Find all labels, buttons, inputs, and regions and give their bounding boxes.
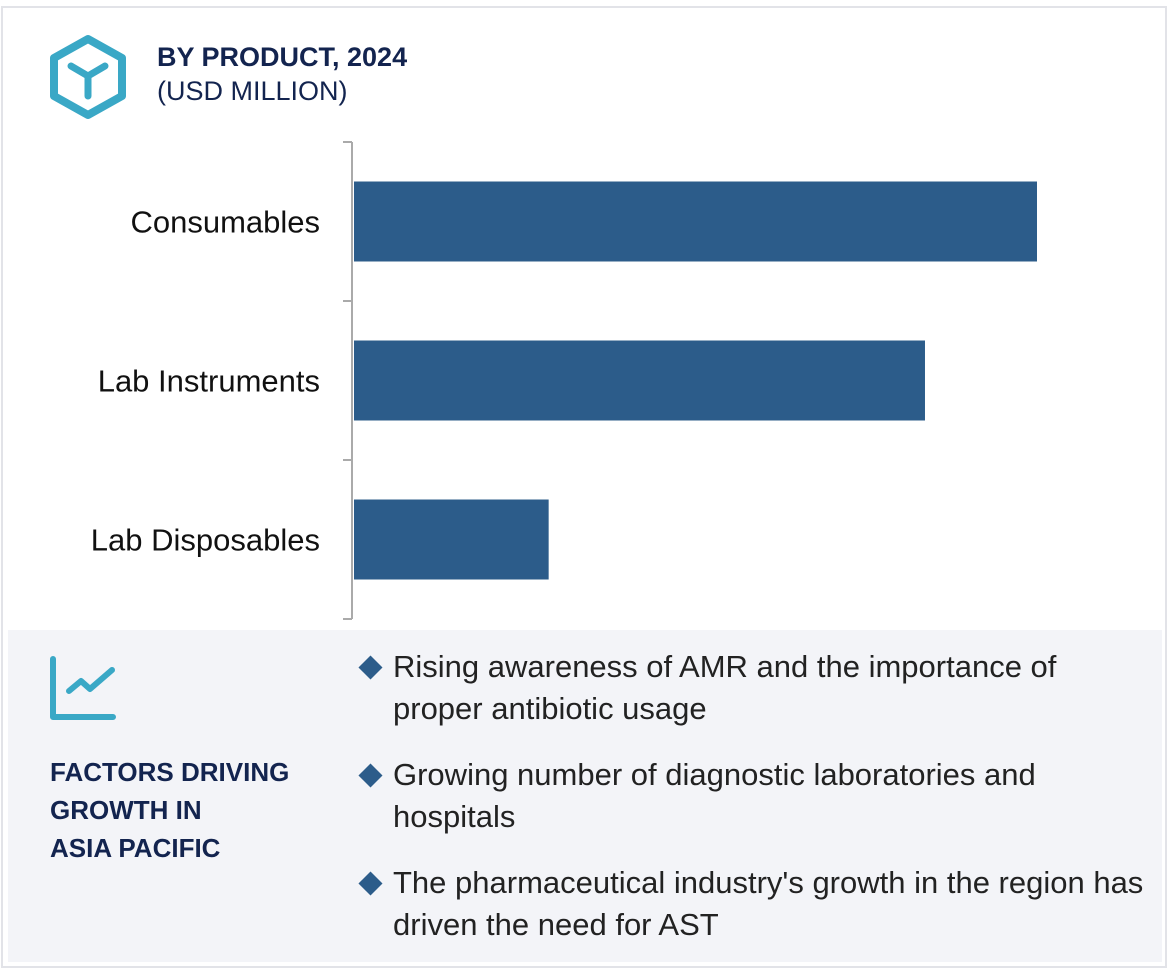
- factors-list: Rising awareness of AMR and the importan…: [358, 646, 1148, 970]
- cube-icon: [50, 35, 126, 119]
- factors-heading-line: FACTORS DRIVING: [50, 757, 290, 787]
- category-label: Lab Instruments: [98, 364, 320, 399]
- factors-panel: [8, 630, 1162, 962]
- factor-text: The pharmaceutical industry's growth in …: [393, 865, 1144, 942]
- factors-heading-line: ASIA PACIFIC: [50, 833, 221, 863]
- factor-item: Rising awareness of AMR and the importan…: [358, 646, 1148, 730]
- category-label: Lab Disposables: [91, 523, 320, 558]
- factor-text: Rising awareness of AMR and the importan…: [393, 649, 1057, 726]
- trend-chart-icon: [50, 656, 116, 720]
- bar: [354, 499, 549, 580]
- factors-heading-line: GROWTH IN: [50, 795, 202, 825]
- chart-title: BY PRODUCT, 2024: [157, 42, 408, 72]
- factor-item: Growing number of diagnostic laboratorie…: [358, 754, 1148, 838]
- bar: [354, 181, 1037, 262]
- diamond-bullet-icon: [358, 655, 383, 680]
- bar-chart: Consumables Lab Instruments Lab Disposable…: [91, 141, 1037, 620]
- category-label: Consumables: [130, 205, 320, 240]
- factor-item: The pharmaceutical industry's growth in …: [358, 862, 1148, 946]
- factors-heading: FACTORS DRIVING GROWTH IN ASIA PACIFIC: [50, 753, 330, 867]
- diamond-bullet-icon: [358, 871, 383, 896]
- factor-text: Growing number of diagnostic laboratorie…: [393, 757, 1036, 834]
- infographic-frame: [1, 6, 1167, 968]
- diamond-bullet-icon: [358, 763, 383, 788]
- bar: [354, 340, 925, 421]
- chart-subtitle: (USD MILLION): [157, 76, 348, 106]
